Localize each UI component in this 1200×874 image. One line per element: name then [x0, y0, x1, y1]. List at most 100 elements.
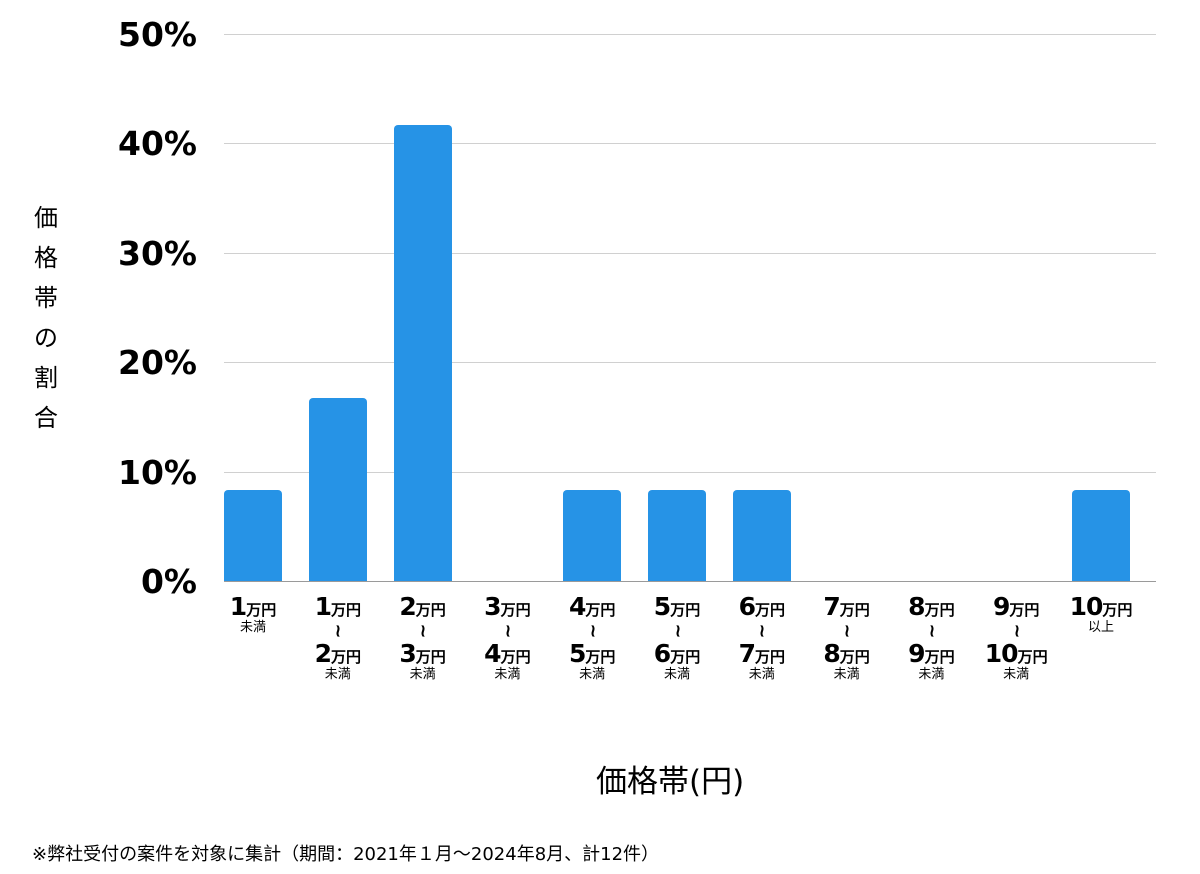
- range-tilde-icon: ~: [667, 623, 688, 639]
- x-tick-unit: 万円: [330, 648, 361, 666]
- x-tick-unit: 万円: [585, 601, 616, 619]
- y-axis-label-char: 価: [34, 204, 58, 232]
- x-tick-label: 9万円 ~10万円 未満: [974, 594, 1059, 681]
- x-tick-from: 6: [738, 592, 756, 621]
- x-tick-to: 3: [399, 639, 416, 668]
- x-tick-from: 1: [314, 592, 332, 621]
- x-tick-label: 10万円 以上: [1059, 594, 1144, 634]
- bar: [648, 489, 706, 581]
- bar: [393, 124, 452, 581]
- x-tick-unit: 万円: [1017, 648, 1048, 666]
- x-tick-unit: 万円: [500, 648, 531, 666]
- y-axis-label-char: の: [34, 324, 58, 352]
- x-tick-label: 3万円 ~4万円 未満: [465, 594, 550, 681]
- x-tick-to: 7: [738, 639, 756, 668]
- y-tick-label: 50%: [118, 14, 197, 54]
- y-tick-label: 40%: [118, 124, 197, 163]
- y-axis-label-char: 格: [34, 244, 58, 272]
- range-tilde-icon: ~: [497, 623, 519, 639]
- range-tilde-icon: ~: [582, 623, 604, 639]
- x-tick-suffix: 未満: [663, 667, 690, 682]
- x-tick-to: 2: [314, 639, 332, 668]
- x-tick-from: 2: [399, 592, 416, 621]
- x-axis-baseline: [224, 581, 1156, 582]
- x-tick-label: 4万円 ~5万円 未満: [550, 594, 635, 681]
- x-tick-suffix: 未満: [833, 667, 860, 682]
- x-tick-label: 2万円 ~3万円 未満: [380, 594, 465, 681]
- bar: [732, 489, 791, 581]
- x-tick-to: 8: [823, 639, 840, 668]
- gridline: [224, 362, 1156, 363]
- x-tick-suffix: 未満: [1003, 667, 1030, 682]
- x-tick-to: 9: [908, 639, 925, 668]
- gridline: [224, 34, 1156, 35]
- x-tick-from: 8: [908, 592, 925, 621]
- footnote: ※弊社受付の案件を対象に集計（期間：2021年１月〜2024年8月、計12件）: [32, 844, 660, 865]
- x-tick-suffix: 未満: [409, 667, 436, 682]
- x-tick-unit: 万円: [246, 601, 277, 619]
- x-tick-unit: 万円: [415, 601, 446, 619]
- range-tilde-icon: ~: [1006, 623, 1028, 639]
- x-tick-unit: 万円: [839, 601, 870, 619]
- gridline: [224, 143, 1156, 144]
- x-tick-unit: 万円: [754, 601, 785, 619]
- x-tick-suffix: 未満: [494, 667, 521, 682]
- range-tilde-icon: ~: [751, 623, 773, 639]
- bar: [1072, 489, 1130, 581]
- y-axis-label-char: 割: [34, 364, 58, 392]
- x-tick-unit: 万円: [670, 648, 701, 666]
- x-tick-label: 8万円 ~9万円 未満: [889, 594, 974, 681]
- y-tick-label: 0%: [140, 562, 197, 601]
- range-tilde-icon: ~: [921, 623, 943, 639]
- x-tick-label: 7万円 ~8万円 未満: [804, 594, 889, 681]
- y-axis-label: 価格帯の割合: [30, 198, 62, 438]
- x-tick-unit: 万円: [670, 601, 701, 619]
- x-tick-suffix: 以上: [1087, 620, 1114, 635]
- bar: [224, 489, 282, 581]
- x-tick-label: 1万円 ~2万円 未満: [295, 594, 380, 681]
- y-tick-label: 20%: [118, 343, 197, 382]
- gridline: [224, 253, 1156, 254]
- x-tick-label: 6万円 ~7万円 未満: [719, 594, 804, 681]
- x-tick-label: 5万円 ~6万円 未満: [635, 594, 720, 681]
- x-tick-unit: 万円: [415, 648, 446, 666]
- y-axis-label-char: 合: [34, 404, 58, 432]
- x-tick-from: 1: [229, 592, 247, 621]
- bar: [563, 489, 622, 581]
- x-tick-suffix: 未満: [239, 620, 266, 635]
- x-tick-unit: 万円: [839, 648, 870, 666]
- bar: [308, 398, 367, 581]
- x-tick-from: 9: [992, 592, 1010, 621]
- range-tilde-icon: ~: [412, 623, 434, 639]
- x-tick-unit: 万円: [1009, 601, 1040, 619]
- y-axis-label-char: 帯: [34, 284, 58, 312]
- x-tick-from: 7: [823, 592, 840, 621]
- x-tick-suffix: 未満: [324, 667, 351, 682]
- x-tick-to: 5: [568, 639, 586, 668]
- x-tick-from: 3: [484, 592, 501, 621]
- x-tick-to: 6: [653, 639, 671, 668]
- range-tilde-icon: ~: [327, 623, 349, 639]
- x-tick-unit: 万円: [585, 648, 616, 666]
- x-tick-unit: 万円: [1102, 601, 1133, 619]
- x-tick-unit: 万円: [754, 648, 785, 666]
- x-tick-label: 1万円 未満: [211, 594, 296, 634]
- range-tilde-icon: ~: [836, 623, 858, 639]
- x-tick-suffix: 未満: [579, 667, 606, 682]
- y-tick-label: 30%: [118, 233, 197, 273]
- x-tick-from: 5: [653, 592, 671, 621]
- x-tick-to: 4: [484, 639, 501, 668]
- gridline: [224, 472, 1156, 473]
- x-tick-to: 10: [984, 639, 1019, 668]
- x-tick-from: 4: [568, 592, 586, 621]
- x-tick-suffix: 未満: [748, 667, 775, 682]
- x-tick-unit: 万円: [924, 648, 955, 666]
- x-tick-from: 10: [1069, 592, 1104, 621]
- x-tick-unit: 万円: [924, 601, 955, 619]
- y-tick-label: 10%: [118, 452, 197, 492]
- x-tick-suffix: 未満: [918, 667, 945, 682]
- x-tick-unit: 万円: [330, 601, 361, 619]
- x-axis-label: 価格帯(円): [596, 764, 745, 800]
- x-tick-unit: 万円: [500, 601, 531, 619]
